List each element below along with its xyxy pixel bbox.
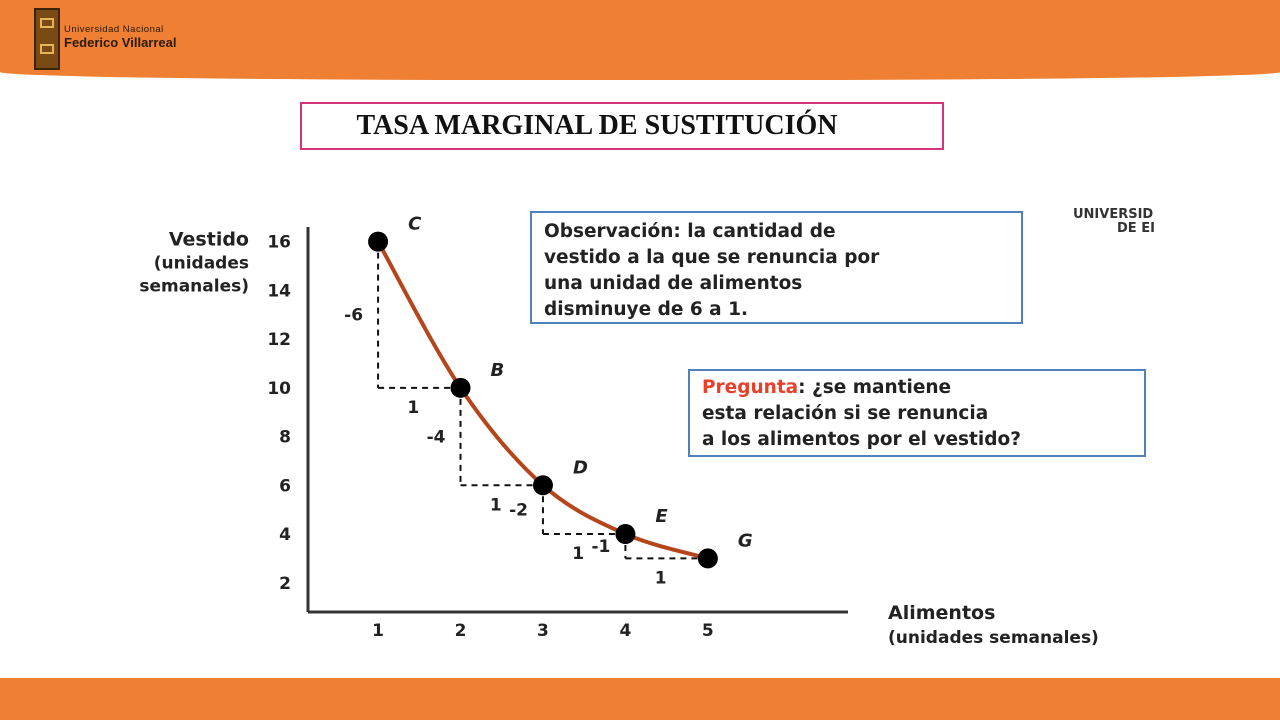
- slide-title-box: TASA MARGINAL DE SUSTITUCIÓN: [300, 102, 944, 150]
- step-dx-label: 1: [407, 398, 419, 418]
- y-tick-label: 2: [279, 574, 291, 594]
- x-axis-title-line: Alimentos: [888, 602, 995, 624]
- point-letter-label: D: [573, 457, 588, 478]
- y-tick-label: 12: [267, 330, 291, 350]
- curve-point: [697, 548, 718, 569]
- curve-point: [368, 231, 389, 252]
- question-keyword: Pregunta: [702, 377, 799, 398]
- x-tick-label: 4: [619, 621, 631, 641]
- curve-point: [615, 524, 636, 545]
- question-line-1-text: : ¿se mantiene: [798, 377, 952, 398]
- observation-box: Observación: la cantidad de vestido a la…: [530, 211, 1023, 324]
- curve-point: [532, 475, 553, 496]
- y-tick-label: 14: [267, 281, 291, 301]
- slide-title: TASA MARGINAL DE SUSTITUCIÓN: [356, 110, 838, 141]
- x-tick-label: 2: [455, 621, 467, 641]
- step-dy-label: -6: [344, 306, 363, 326]
- point-letter-label: B: [491, 360, 505, 381]
- university-emblem-icon: [34, 8, 60, 70]
- observation-line: disminuye de 6 a 1.: [544, 299, 748, 320]
- y-tick-label: 10: [267, 379, 291, 399]
- y-tick-label: 6: [279, 476, 291, 496]
- step-dy-label: -1: [592, 537, 611, 557]
- question-line-2: esta relación si se renuncia: [702, 403, 989, 424]
- indifference-curve: [376, 240, 709, 561]
- point-letter-label: G: [738, 530, 753, 551]
- question-line-3: a los alimentos por el vestido?: [702, 429, 1021, 450]
- y-axis-title-line: Vestido: [169, 229, 249, 251]
- x-tick-label: 5: [702, 621, 714, 641]
- university-logo: Universidad Nacional Federico Villarreal: [34, 8, 234, 70]
- step-dy-label: -4: [427, 428, 446, 448]
- point-letter-label: C: [408, 214, 422, 235]
- observation-line: Observación: la cantidad de: [544, 221, 836, 242]
- y-axis-title-line: semanales): [139, 277, 249, 297]
- truncated-university-label: UNIVERSID DE EI: [1060, 207, 1163, 237]
- truncated-label-line-2: DE EI: [1117, 221, 1155, 236]
- step-dx-label: 1: [490, 495, 502, 515]
- y-tick-label: 16: [267, 233, 291, 253]
- question-box: Pregunta: ¿se mantiene esta relación si …: [688, 369, 1146, 457]
- question-line-1: Pregunta: ¿se mantiene: [702, 375, 1132, 401]
- x-axis-title-line: (unidades semanales): [888, 628, 1099, 648]
- curve-point: [450, 377, 471, 398]
- header-band: [0, 0, 1280, 80]
- y-tick-label: 4: [279, 525, 291, 545]
- step-dx-label: 1: [572, 544, 584, 564]
- truncated-label-line-1: UNIVERSID: [1073, 207, 1154, 222]
- logo-line-1: Universidad Nacional: [64, 24, 164, 35]
- footer-band: [0, 678, 1280, 720]
- x-tick-label: 1: [372, 621, 384, 641]
- step-dy-label: -2: [509, 501, 528, 521]
- y-tick-label: 8: [279, 428, 291, 448]
- logo-line-2: Federico Villarreal: [64, 35, 177, 50]
- x-tick-label: 3: [537, 621, 549, 641]
- observation-line: una unidad de alimentos: [544, 273, 803, 294]
- observation-line: vestido a la que se renuncia por: [544, 247, 880, 268]
- step-dx-label: 1: [655, 568, 667, 588]
- point-letter-label: E: [655, 506, 668, 527]
- y-axis-title-line: (unidades: [154, 254, 249, 274]
